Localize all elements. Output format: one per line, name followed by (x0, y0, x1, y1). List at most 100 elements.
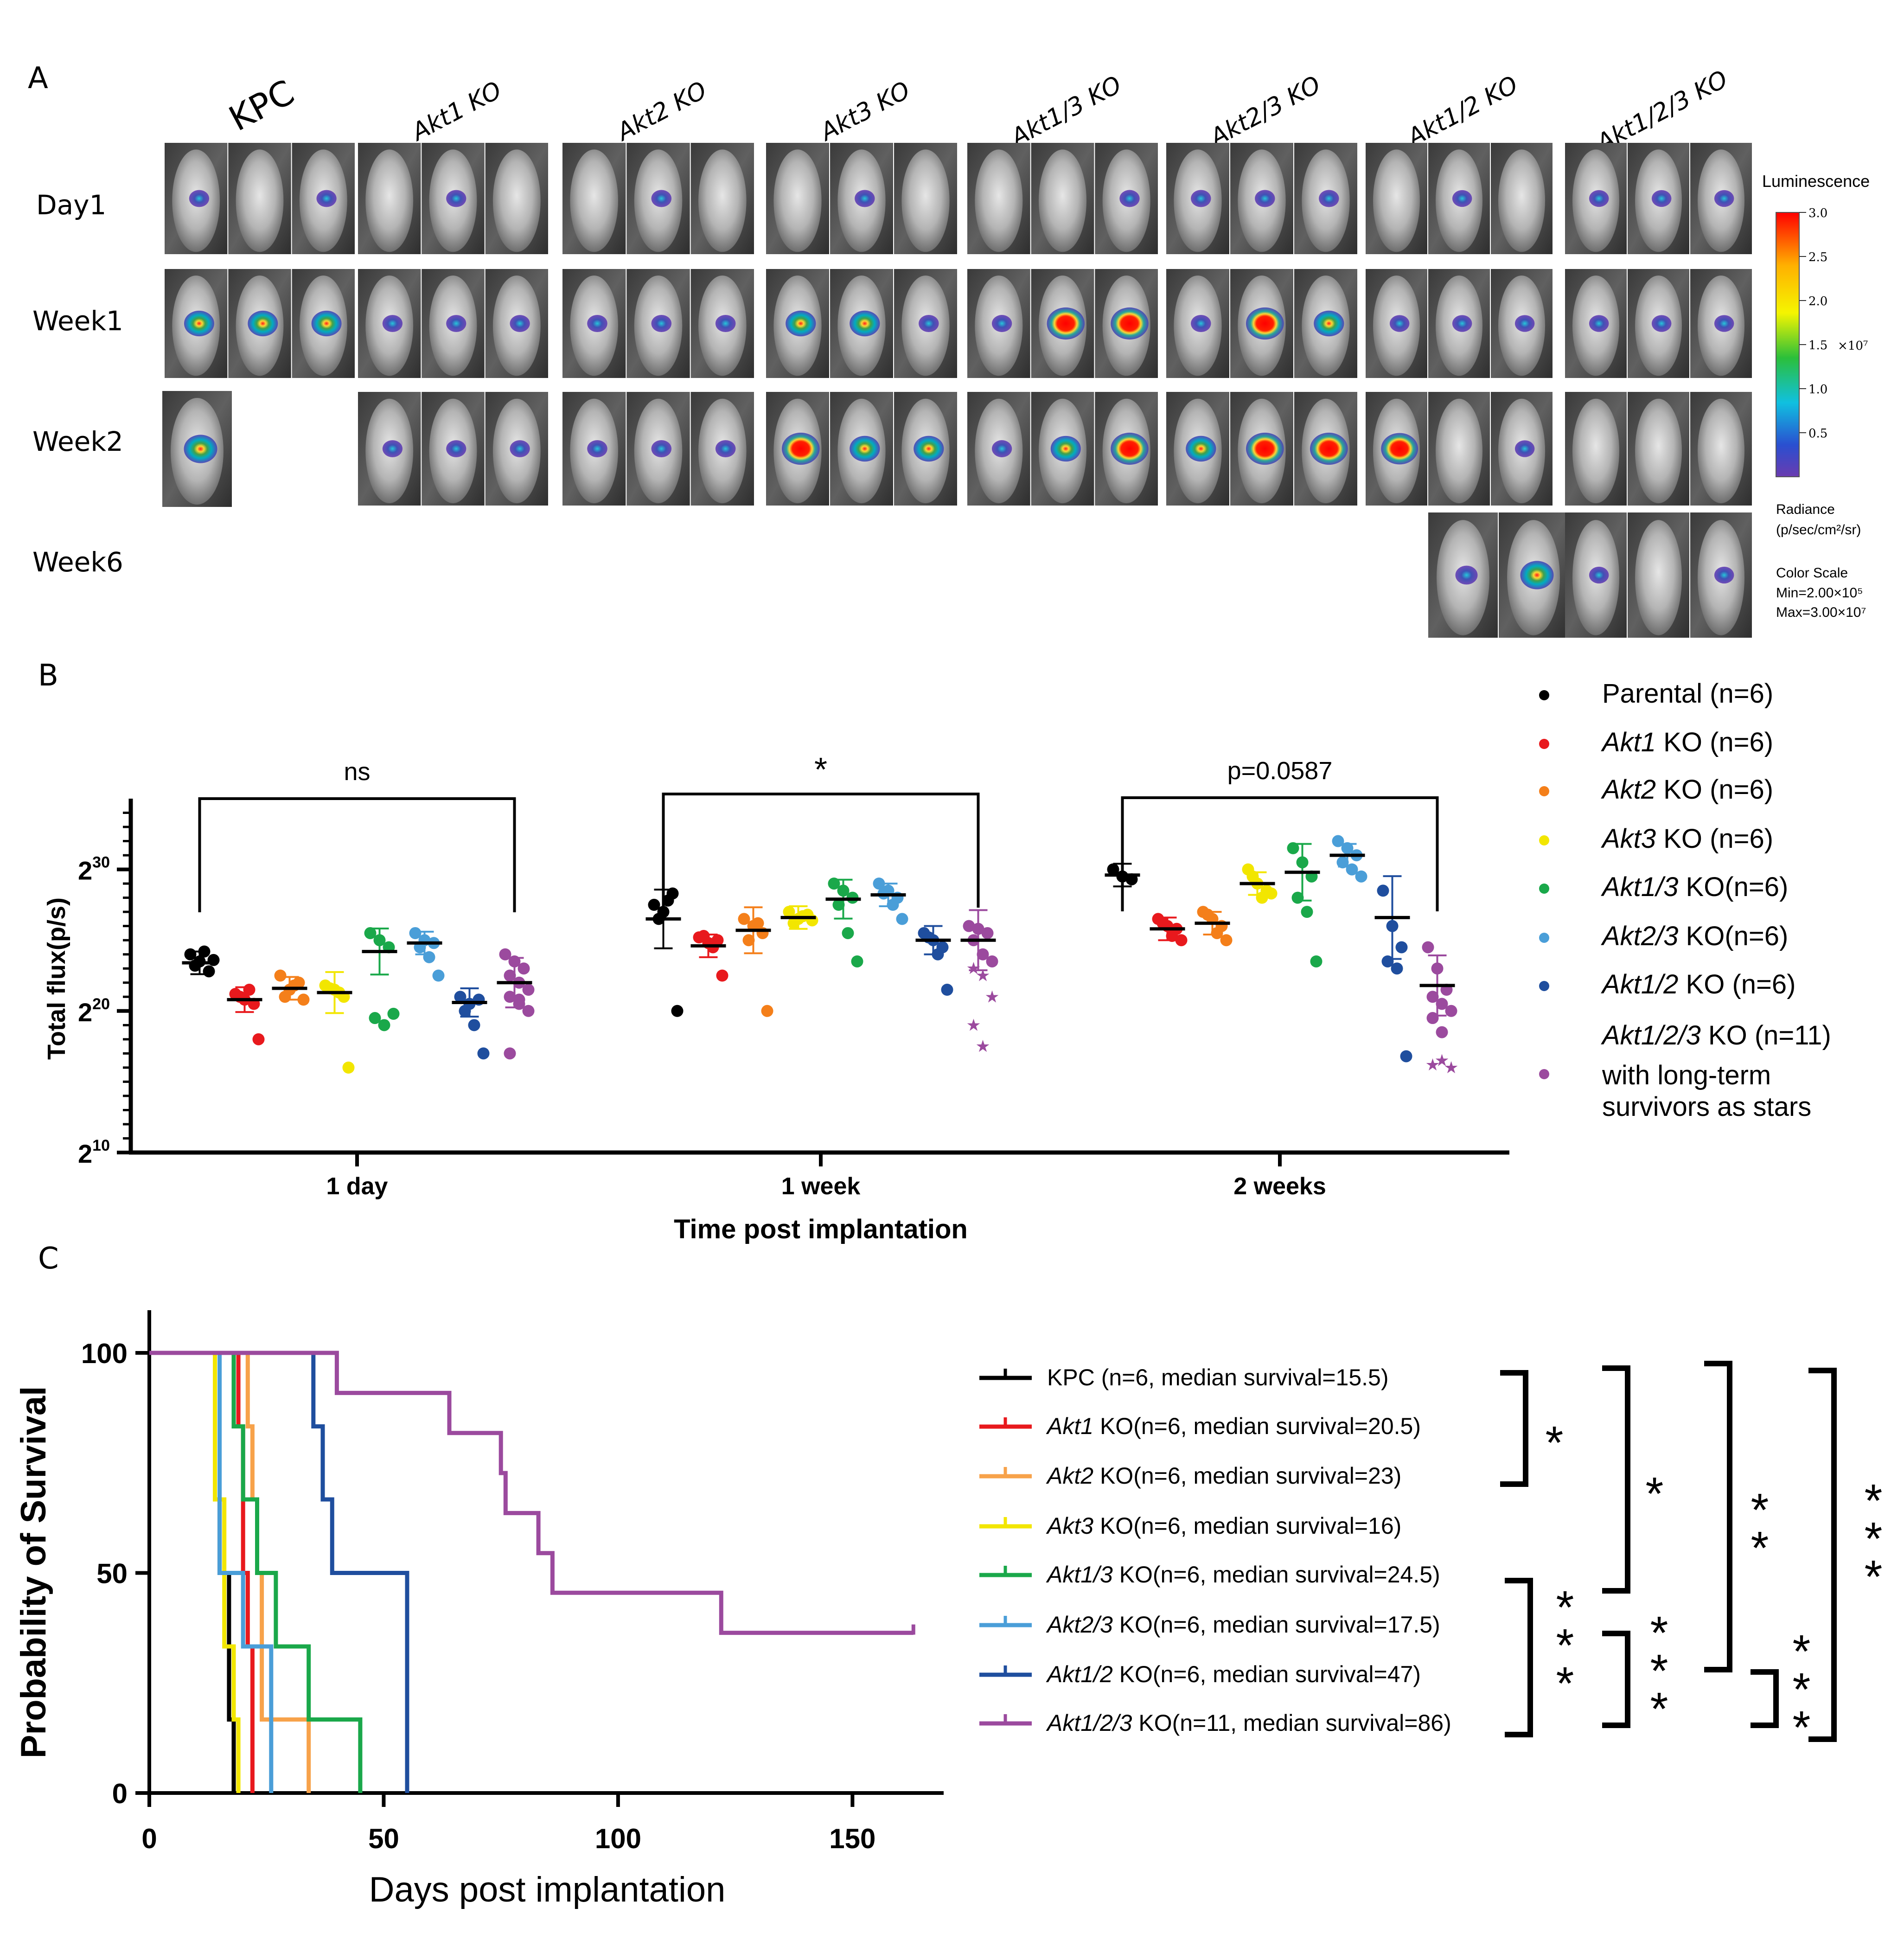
panel-c-letter: C (38, 1242, 59, 1276)
flux-point (1436, 998, 1448, 1010)
bracket-kpc-akt1-2 (1704, 1361, 1732, 1672)
flux-point (1336, 856, 1349, 869)
colorbar-tick-label-3: 1.5 (1808, 339, 1827, 352)
flux-series-akt2-3-ko-n-6-1-week (870, 877, 908, 925)
flux-legend-label-3: Akt3 KO (n=6) (1601, 824, 1773, 854)
mouse-image-week2-akt1-3-ko-1 (967, 392, 1030, 506)
group-header-akt1-ko: Akt1 KO (406, 76, 506, 147)
mouse-image-week1-akt1-2-3-ko-3 (1690, 269, 1752, 378)
group-header-akt2-ko: Akt2 KO (611, 76, 711, 147)
survival-x-tick-label-100: 100 (595, 1823, 641, 1854)
mouse-image-day1-akt1-2-3-ko-3 (1690, 143, 1752, 254)
flux-point (454, 991, 466, 1003)
flux-point (504, 991, 516, 1003)
flux-point (873, 877, 885, 890)
mouse-image-week1-akt2-3-ko-2 (1230, 269, 1293, 378)
flux-point (522, 1005, 535, 1017)
flux-significance-1-week: * (814, 751, 827, 788)
flux-point (1436, 1026, 1448, 1038)
survival-curve-4 (149, 1351, 363, 1793)
flux-x-tick-label-1-week: 1 week (781, 1173, 861, 1200)
bracket-akt1-2-akt1-2-3-star-2: * (1793, 1702, 1811, 1754)
mouse-image-week2-akt2-3-ko-3 (1294, 392, 1357, 506)
flux-chart: 210 220 230 1 day 1 week 2 weeks ns * p=0.0587… (43, 751, 1509, 1244)
flux-point (697, 930, 710, 942)
luminescence-colorbar: Luminescence 3.0 2.5 2.0 1.5 1.0 0.5 ×10⁷ Rad… (1762, 172, 1870, 620)
survival-legend-label-7: Akt1/2/3 KO(n=11, median survival=86) (1046, 1710, 1451, 1736)
survival-curve-3 (149, 1351, 241, 1793)
flux-point (963, 920, 975, 932)
flux-point (1301, 906, 1313, 918)
flux-point (977, 948, 989, 961)
mouse-image-week2-kpc-1 (162, 391, 232, 507)
flux-series-akt1-2-3-ko-n-11-1-week: ★★★★★ (960, 909, 1000, 1056)
flux-point-star: ★ (1444, 1058, 1458, 1077)
mouse-image-week6-akt1-2-3-ko-1 (1565, 512, 1627, 638)
flux-significance-2-weeks: p=0.0587 (1227, 757, 1333, 785)
survival-legend-label-0: KPC (n=6, median survival=15.5) (1047, 1364, 1388, 1390)
flux-point (432, 969, 445, 982)
flux-series-akt3-ko-n-6-1-week (780, 905, 818, 930)
mouse-image-day1-kpc-2 (228, 143, 291, 254)
flux-point (648, 898, 660, 911)
flux-point (342, 1061, 355, 1074)
flux-series-akt1-3-ko-n-6-1-day (362, 927, 400, 1031)
flux-point-star: ★ (966, 959, 981, 978)
mouse-image-week1-kpc-2 (228, 269, 291, 378)
bracket-akt1-3-akt1-2-3-star-1: * (1556, 1620, 1574, 1671)
flux-point (1256, 891, 1268, 904)
flux-point (499, 948, 511, 961)
flux-point (504, 1047, 516, 1060)
bracket-kpc-akt1-star-0: * (1546, 1417, 1564, 1469)
flux-series-akt3-ko-n-6-1-day (317, 971, 355, 1074)
colorbar-title: Luminescence (1762, 172, 1870, 191)
mouse-image-day1-akt1-2-3-ko-1 (1565, 143, 1627, 254)
flux-point (986, 955, 998, 967)
flux-point (1107, 863, 1119, 876)
group-header-akt1-2-ko: Akt1/2 KO (1402, 70, 1522, 152)
flux-legend-marker-6 (1539, 981, 1549, 991)
survival-y-tick-label-50: 50 (96, 1558, 128, 1589)
flux-legend-label-0: Parental (n=6) (1602, 679, 1773, 709)
flux-series-akt1-2-3-ko-n-11-1-day (497, 948, 535, 1060)
bracket-akt1-3-akt1-2-3-star-2: * (1556, 1658, 1574, 1710)
mouse-image-week6-akt1-2-3-ko-3 (1690, 512, 1752, 638)
flux-point (1386, 920, 1399, 932)
survival-significance-brackets: ** ************** (1500, 1361, 1883, 1754)
survival-y-tick-label-100: 100 (81, 1338, 128, 1369)
mouse-image-week2-akt2-ko-3 (690, 392, 754, 506)
row-labels: Day1 Week1 Week2 Week6 (32, 189, 123, 578)
flux-legend-extra-1: survivors as stars (1602, 1092, 1811, 1122)
mouse-image-week2-akt2-ko-1 (562, 392, 626, 506)
flux-y-tick-label-10: 210 (78, 1137, 110, 1168)
radiance-label: Radiance (1776, 502, 1835, 517)
flux-point (387, 1007, 400, 1020)
mouse-image-week1-akt1-3-ko-3 (1095, 269, 1158, 378)
flux-point (832, 898, 845, 911)
mouse-image-day1-akt1-2-ko-3 (1491, 143, 1553, 254)
mouse-image-day1-akt2-ko-1 (562, 143, 626, 254)
group-header-akt3-ko: Akt3 KO (815, 76, 915, 147)
flux-point (761, 1005, 773, 1017)
flux-y-tick-label-30: 230 (78, 854, 110, 885)
survival-y-tick-label-0: 0 (112, 1778, 128, 1809)
flux-point (941, 984, 953, 996)
flux-x-label: Time post implantation (674, 1214, 968, 1244)
mouse-image-week1-akt2-ko-3 (690, 269, 754, 378)
flux-point (1156, 917, 1169, 929)
flux-point (1166, 930, 1178, 942)
bracket-kpc-akt1-2-3-star-1: * (1865, 1513, 1883, 1565)
flux-bracket-1-day (198, 797, 516, 912)
colorbar-tick-label-0: 3.0 (1808, 206, 1827, 220)
row-label-week6: Week6 (32, 546, 123, 578)
mouse-image-week2-akt1-2-ko-1 (1366, 392, 1427, 506)
mouse-image-week1-akt3-ko-1 (766, 269, 829, 378)
flux-point (896, 913, 908, 925)
flux-series-akt3-ko-n-6-2-weeks (1240, 863, 1278, 904)
mouse-image-day1-akt2-3-ko-3 (1294, 143, 1357, 254)
flux-x-tick-label-1-day: 1 day (326, 1173, 388, 1200)
mouse-image-week1-kpc-1 (165, 269, 228, 378)
flux-point (1426, 1012, 1439, 1025)
mouse-image-week2-akt1-2-3-ko-3 (1690, 392, 1752, 506)
mouse-image-week2-akt2-ko-2 (626, 392, 690, 506)
